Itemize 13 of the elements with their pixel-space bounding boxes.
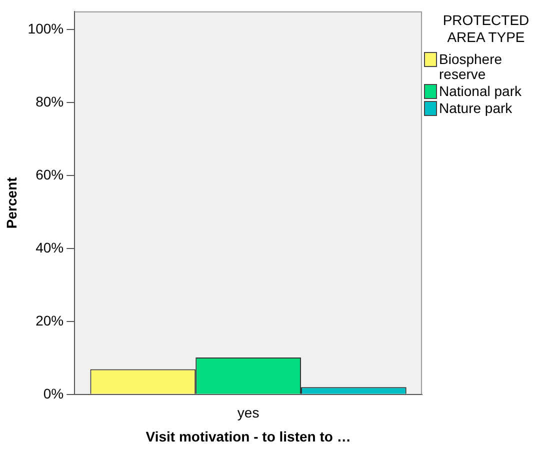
y-axis-title: Percent [3, 176, 20, 229]
y-tick-label: 0% [43, 385, 64, 402]
legend-label: National park [439, 83, 522, 99]
y-tick-label: 20% [36, 312, 64, 328]
x-tick-label: yes [237, 404, 260, 421]
y-tick-label: 60% [36, 166, 64, 182]
x-axis-title: Visit motivation - to listen to … [146, 428, 351, 444]
legend-title: PROTECTED AREA TYPE [442, 12, 530, 46]
legend-label: Nature park [439, 100, 512, 116]
legend-label: Biosphere reserve [439, 51, 504, 82]
y-tick-label: 40% [36, 239, 64, 256]
y-tick-label: 80% [36, 93, 64, 110]
y-tick-label: 100% [28, 20, 64, 36]
